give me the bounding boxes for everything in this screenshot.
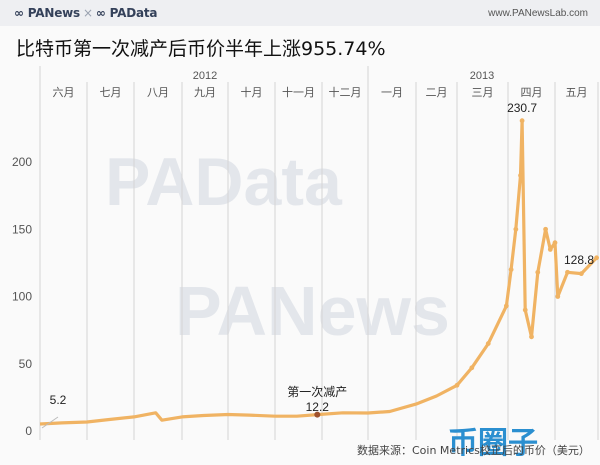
data-point [552,240,558,246]
halving-value-label: 12.2 [306,400,330,414]
price-points [454,118,600,388]
data-point [508,267,514,272]
y-axis: 0 50 100 150 200 [12,155,32,438]
month-labels: 六月 七月 八月 九月 十月 十一月 十二月 一月 二月 三月 四月 五月 [53,85,588,99]
brand-separator: × [82,6,93,20]
header-bar: ∞ PANews × ∞ PAData www.PANewsLab.com [0,0,600,26]
month-label: 十二月 [329,85,362,99]
data-point [547,247,553,252]
month-label: 八月 [147,86,169,99]
panews-logo: ∞ PANews [14,6,80,20]
month-label: 七月 [100,86,122,99]
data-source: 数据来源：Coin Metrics校正后的币价（美元） [357,444,590,457]
watermark-padata: PAData [105,144,343,220]
data-point [555,294,561,299]
data-point [469,365,475,371]
data-point [543,226,548,232]
watermark-logo: 币圈子 [448,426,538,461]
chart-title: 比特币第一次减产后币价半年上涨955.74% [16,38,386,60]
data-point [529,334,534,340]
end-value-label: 128.8 [564,253,594,267]
data-point [535,269,541,275]
watermark-panews: PANews [175,272,450,350]
data-point [578,271,584,277]
brand-right-text: PAData [109,6,158,20]
y-tick-label: 100 [12,290,32,304]
month-label: 三月 [472,86,494,99]
y-tick-label: 50 [19,357,33,371]
watermark: PAData PANews [105,144,450,350]
start-value-label: 5.2 [50,393,67,407]
halving-marker [314,411,321,418]
site-url: www.PANewsLab.com [488,8,588,19]
brand-left-text: PANews [27,6,80,20]
data-point [485,341,491,346]
y-tick-label: 0 [25,424,32,438]
data-point [522,307,528,313]
peak-value-label: 230.7 [507,101,537,115]
halving-label: 第一次减产 [287,385,347,399]
month-label: 九月 [194,86,216,99]
month-label: 四月 [521,86,543,99]
month-label: 五月 [566,86,588,99]
data-point [503,303,509,309]
month-label: 十一月 [282,85,315,99]
year-label: 2012 [193,70,217,82]
data-point [513,226,519,232]
year-label: 2013 [470,70,494,82]
y-tick-label: 150 [12,222,32,236]
year-labels: 2012 2013 [193,70,494,82]
data-point [594,255,600,261]
padata-logo: ∞ PAData [95,6,158,20]
month-label: 一月 [381,86,403,99]
month-label: 二月 [426,86,448,99]
brand-logos: ∞ PANews × ∞ PAData [14,6,158,20]
data-point [565,269,570,275]
month-label: 六月 [53,86,75,99]
data-point [518,173,523,178]
month-gridlines [39,66,599,440]
data-point [454,382,460,388]
y-tick-label: 200 [12,155,32,169]
data-point [519,118,525,124]
month-label: 十月 [241,85,263,99]
